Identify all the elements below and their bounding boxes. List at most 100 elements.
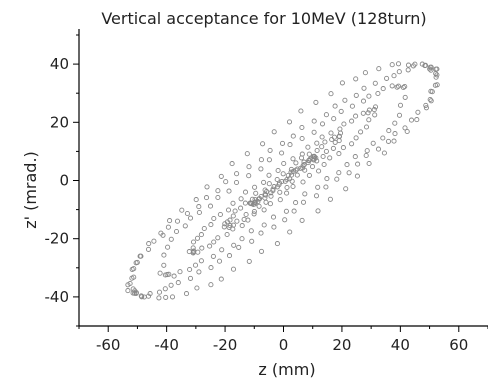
data-point [366, 107, 372, 113]
data-point [165, 244, 171, 250]
data-point [139, 294, 145, 300]
data-point [358, 129, 364, 135]
data-point [322, 139, 328, 145]
data-point [270, 186, 276, 192]
data-point [231, 242, 237, 248]
data-point [246, 258, 252, 264]
data-point [412, 61, 418, 67]
data-point [274, 184, 280, 190]
data-point [163, 294, 169, 300]
data-point [371, 107, 377, 113]
data-point [288, 166, 294, 172]
data-point [332, 103, 338, 109]
data-point [195, 249, 201, 255]
data-point [355, 161, 361, 167]
data-point [290, 133, 296, 139]
data-point [405, 67, 411, 73]
data-point [233, 179, 240, 186]
data-point [234, 218, 240, 224]
y-tick-label: 20 [50, 113, 69, 131]
data-point [226, 188, 232, 194]
data-point [323, 184, 329, 190]
data-point [190, 239, 197, 245]
data-point [341, 121, 347, 127]
data-point [232, 208, 238, 214]
data-point [394, 84, 400, 90]
data-point [208, 282, 214, 288]
data-points [125, 61, 440, 301]
data-point [125, 288, 131, 294]
data-point [306, 172, 312, 178]
data-point [282, 217, 288, 223]
data-point [270, 214, 277, 220]
data-point [313, 155, 319, 161]
data-point [402, 125, 408, 131]
data-point [313, 193, 320, 199]
data-point [314, 140, 320, 146]
data-point [251, 208, 257, 215]
data-point [252, 184, 258, 190]
data-point [389, 83, 395, 89]
data-point [207, 203, 214, 209]
data-point [315, 208, 321, 214]
data-point [223, 179, 229, 185]
data-point [306, 151, 312, 157]
data-point [313, 99, 319, 105]
data-point [280, 171, 286, 177]
data-point [360, 110, 366, 116]
data-point [433, 71, 439, 77]
data-point [276, 180, 283, 186]
data-point [396, 112, 403, 118]
axes: -60 -40 -20 0 20 40 60 -40 -20 0 20 40 [45, 29, 488, 354]
data-point [167, 218, 173, 224]
data-point [253, 190, 259, 196]
data-point [370, 140, 376, 146]
data-point [279, 150, 285, 156]
data-point [319, 144, 325, 150]
data-point [245, 217, 251, 223]
data-point [298, 165, 304, 171]
x-tick-label: -60 [96, 336, 121, 354]
data-point [434, 72, 440, 78]
data-point [133, 290, 139, 296]
data-point [208, 265, 214, 271]
data-point [281, 160, 287, 167]
data-point [251, 211, 257, 217]
data-point [404, 128, 410, 135]
data-point [338, 108, 344, 114]
data-point [366, 117, 372, 123]
data-point [239, 223, 245, 229]
data-point [262, 187, 268, 193]
data-point [316, 168, 322, 174]
data-point [239, 236, 245, 242]
data-point [366, 160, 372, 167]
data-point [196, 209, 202, 216]
data-point [203, 195, 210, 201]
data-point [299, 217, 305, 223]
data-point [294, 166, 300, 172]
data-point [314, 147, 320, 154]
data-point [305, 144, 311, 150]
data-point [284, 184, 290, 191]
data-point [187, 215, 194, 221]
data-point [320, 153, 326, 160]
data-point [225, 207, 232, 213]
data-point [166, 271, 172, 277]
data-point [146, 241, 152, 247]
data-point [215, 235, 221, 241]
data-point [261, 207, 267, 213]
data-point [380, 135, 386, 141]
data-point [224, 231, 230, 238]
data-point [175, 280, 181, 286]
data-point [194, 285, 200, 291]
data-point [169, 294, 176, 300]
x-axis-label: z (mm) [258, 360, 315, 379]
data-point [151, 238, 157, 244]
data-point [257, 196, 263, 202]
data-point [261, 222, 267, 228]
data-point [372, 80, 378, 86]
data-point [433, 74, 439, 80]
data-point [249, 196, 255, 202]
data-point [249, 238, 255, 244]
data-point [192, 262, 199, 268]
